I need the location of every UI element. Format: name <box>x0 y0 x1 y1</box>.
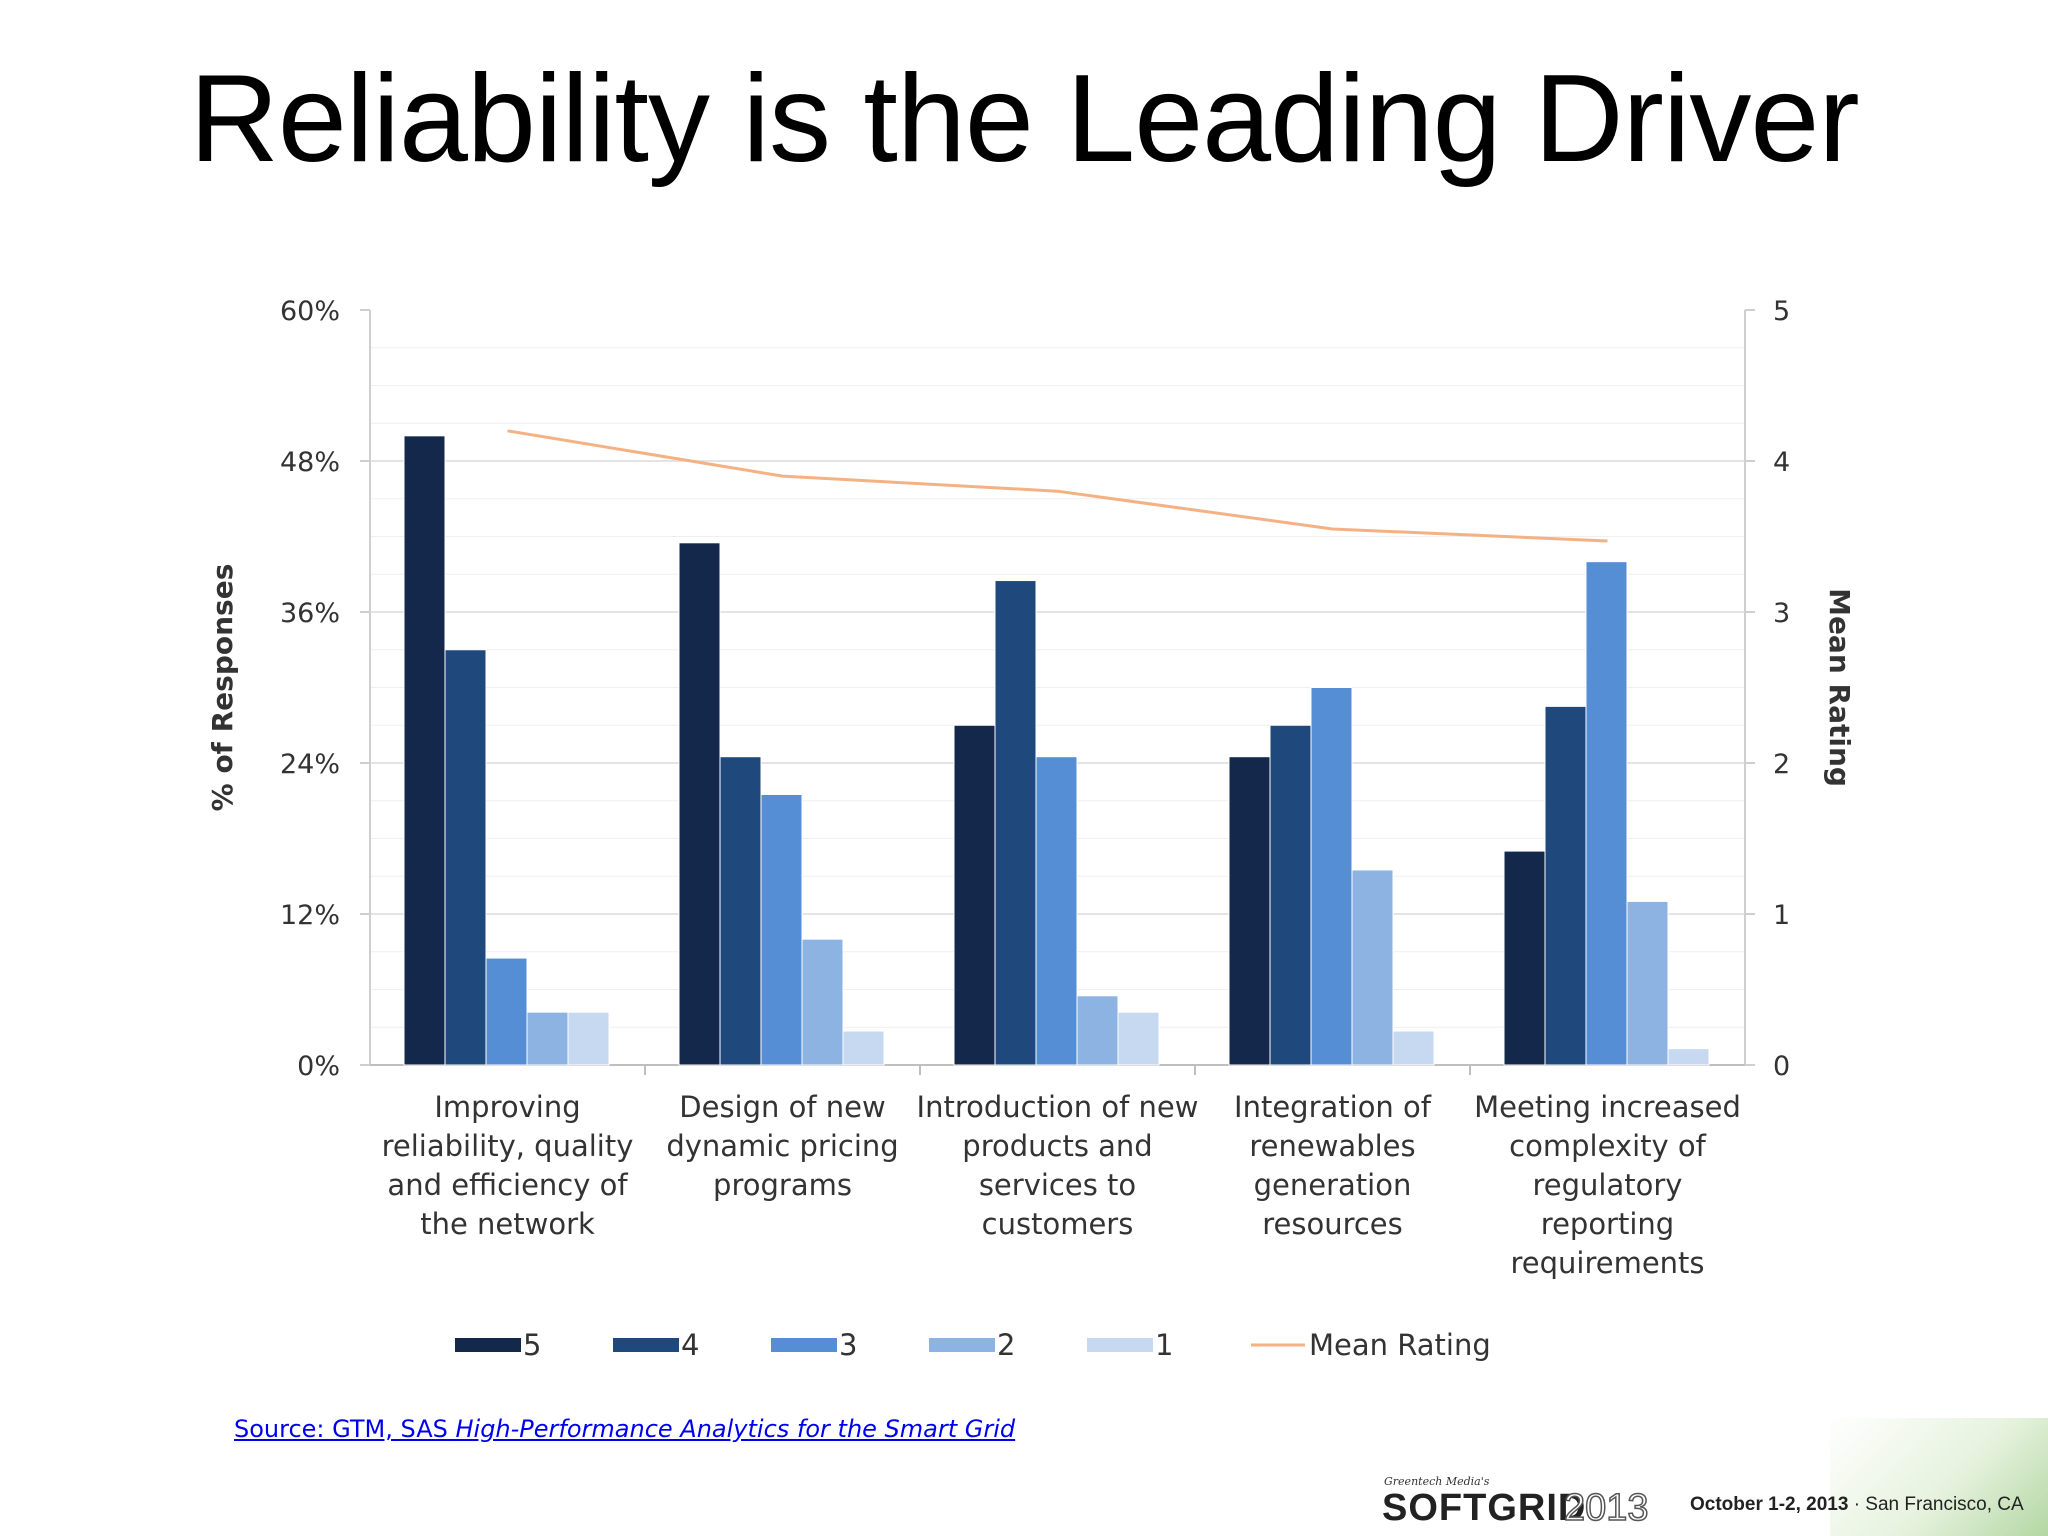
category-label-line: Introduction of new <box>917 1090 1199 1124</box>
category-label-line: resources <box>1262 1207 1403 1241</box>
category-label-line: customers <box>982 1207 1134 1241</box>
legend: 5 4 3 2 1 Mean Rating <box>455 1328 1491 1362</box>
category-label-line: requirements <box>1510 1246 1704 1280</box>
category-label-line: Improving <box>434 1090 580 1124</box>
legend-label-1: 1 <box>1155 1328 1173 1362</box>
category-label: Improving reliability, quality and efficie… <box>382 1090 634 1241</box>
logo-tagline: Greentech Media's <box>1384 1475 1490 1488</box>
chart: 0% 12% 24% 36% 48% 60% 0 1 2 3 4 5 % of Responses Mea… <box>206 296 1856 1362</box>
category-label-line: products and <box>962 1129 1152 1163</box>
category-label-line: Meeting increased <box>1474 1090 1741 1124</box>
bar-series-1-cat-4 <box>1392 1030 1435 1066</box>
left-tick-label: 36% <box>280 598 340 629</box>
category-label: Introduction of new products and services … <box>917 1090 1199 1241</box>
bar-series-2-cat-1 <box>526 1011 569 1066</box>
category-label-line: reliability, quality <box>382 1129 634 1163</box>
source-link[interactable]: Source: GTM, SAS High-Performance Analyt… <box>234 1415 1015 1443</box>
y2-axis-title: Mean Rating <box>1823 588 1856 787</box>
category-label-line: Design of new <box>679 1090 885 1124</box>
mean-rating-line <box>507 429 1608 543</box>
bar-series-4-cat-1 <box>444 649 487 1066</box>
category-label-line: Integration of <box>1234 1090 1432 1124</box>
bar-series-5-cat-3 <box>953 724 996 1066</box>
bar-series-1-cat-5 <box>1667 1048 1710 1066</box>
category-label-line: services to <box>979 1168 1136 1202</box>
right-tick-label: 3 <box>1773 598 1790 629</box>
legend-swatch-5 <box>455 1338 521 1352</box>
mean-rating-polyline <box>507 429 1608 543</box>
legend-label-5: 5 <box>523 1328 541 1362</box>
bar-series-5-cat-1 <box>403 435 446 1066</box>
left-tick-label: 60% <box>280 296 340 327</box>
bar-series-5-cat-4 <box>1228 756 1271 1066</box>
left-tick-label: 0% <box>297 1051 340 1082</box>
category-label-line: the network <box>420 1207 595 1241</box>
category-label-line: complexity of <box>1509 1129 1706 1163</box>
right-tick-label: 0 <box>1773 1051 1790 1082</box>
category-label-line: and efficiency of <box>387 1168 628 1202</box>
event-info: October 1-2, 2013 · San Francisco, CA <box>1690 1494 2024 1516</box>
right-tick-label: 2 <box>1773 749 1790 780</box>
right-tick-label: 5 <box>1773 296 1790 327</box>
softgrid-logo: Greentech Media's SOFTGRID 2013 <box>1382 1475 1649 1530</box>
legend-swatch-4 <box>613 1338 679 1352</box>
left-tick-label: 12% <box>280 900 340 931</box>
bars <box>403 435 1710 1066</box>
legend-label-4: 4 <box>681 1328 699 1362</box>
bar-series-4-cat-4 <box>1269 724 1312 1066</box>
bar-series-5-cat-5 <box>1503 850 1546 1066</box>
footer-decoration <box>1830 1418 2048 1536</box>
bar-series-3-cat-4 <box>1310 687 1353 1066</box>
bar-series-1-cat-1 <box>567 1011 610 1066</box>
left-tick-label: 24% <box>280 749 340 780</box>
right-tick-label: 4 <box>1773 447 1790 478</box>
bar-series-4-cat-2 <box>719 756 762 1066</box>
legend-label-mean-rating: Mean Rating <box>1309 1328 1491 1362</box>
bar-series-3-cat-5 <box>1585 561 1628 1066</box>
left-tick-label: 48% <box>280 447 340 478</box>
axis-labels: 0% 12% 24% 36% 48% 60% 0 1 2 3 4 5 % of Responses Mea… <box>206 296 1856 1280</box>
legend-swatch-2 <box>929 1338 995 1352</box>
category-label-line: regulatory <box>1533 1168 1683 1202</box>
slide-title: Reliability is the Leading Driver <box>189 50 1859 188</box>
category-label: Integration of renewables generation resour… <box>1234 1090 1432 1241</box>
category-label-line: programs <box>713 1168 852 1202</box>
grid-lines <box>370 347 1745 1028</box>
bar-series-3-cat-1 <box>485 957 528 1066</box>
source-prefix: Source: GTM, SAS <box>234 1415 456 1443</box>
source-title: High-Performance Analytics for the Smart… <box>455 1415 1016 1443</box>
bar-series-5-cat-2 <box>678 542 721 1066</box>
bar-series-4-cat-3 <box>994 580 1037 1066</box>
category-label-line: renewables <box>1249 1129 1415 1163</box>
logo-main: SOFTGRID <box>1382 1487 1587 1529</box>
category-label: Design of new dynamic pricing programs <box>666 1090 898 1202</box>
bar-series-2-cat-5 <box>1626 900 1669 1066</box>
bar-series-2-cat-3 <box>1076 995 1119 1066</box>
bar-series-3-cat-3 <box>1035 756 1078 1066</box>
bar-series-1-cat-2 <box>842 1030 885 1066</box>
right-tick-label: 1 <box>1773 900 1790 931</box>
event-date: October 1-2, 2013 <box>1690 1494 1849 1515</box>
legend-swatch-3 <box>771 1338 837 1352</box>
bar-series-2-cat-2 <box>801 938 844 1066</box>
bar-series-3-cat-2 <box>760 793 803 1066</box>
category-label-line: reporting <box>1541 1207 1674 1241</box>
category-label-line: dynamic pricing <box>666 1129 898 1163</box>
logo-year: 2013 <box>1563 1486 1649 1530</box>
event-location: · San Francisco, CA <box>1848 1494 2024 1515</box>
legend-label-3: 3 <box>839 1328 857 1362</box>
category-label-line: generation <box>1254 1168 1412 1202</box>
category-label: Meeting increased complexity of regulatory… <box>1474 1090 1741 1280</box>
bar-series-4-cat-5 <box>1544 705 1587 1066</box>
legend-swatch-1 <box>1087 1338 1153 1352</box>
legend-label-2: 2 <box>997 1328 1015 1362</box>
bar-series-1-cat-3 <box>1117 1011 1160 1066</box>
y-axis-title: % of Responses <box>206 564 239 812</box>
bar-series-2-cat-4 <box>1351 869 1394 1066</box>
